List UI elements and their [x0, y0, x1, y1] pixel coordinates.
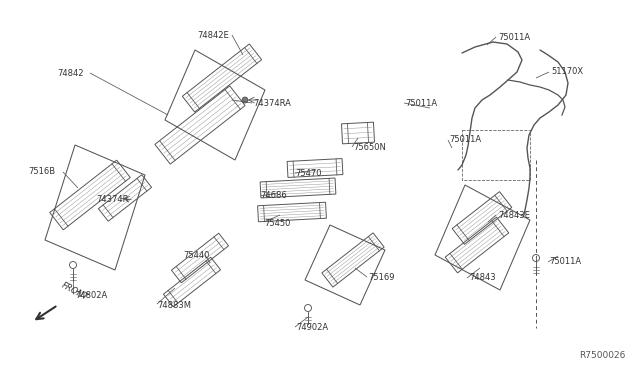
- Text: FRONT: FRONT: [60, 280, 90, 302]
- Text: 7516B: 7516B: [28, 167, 55, 176]
- Circle shape: [242, 97, 248, 103]
- Text: 74374RA: 74374RA: [253, 99, 291, 108]
- Text: 75011A: 75011A: [549, 257, 581, 266]
- Text: 75440: 75440: [183, 250, 209, 260]
- Text: 74842E: 74842E: [197, 31, 228, 39]
- Text: 74843: 74843: [469, 273, 495, 282]
- Text: 51170X: 51170X: [551, 67, 583, 77]
- Text: 74902A: 74902A: [296, 324, 328, 333]
- Text: 74843E: 74843E: [498, 211, 530, 219]
- Text: 75011A: 75011A: [449, 135, 481, 144]
- Text: R7500026: R7500026: [579, 351, 625, 360]
- Text: 74686: 74686: [260, 192, 287, 201]
- Text: 74374R: 74374R: [96, 196, 129, 205]
- Text: 75011A: 75011A: [498, 32, 530, 42]
- Text: 75650N: 75650N: [353, 144, 386, 153]
- Text: 75169: 75169: [368, 273, 394, 282]
- Text: 75450: 75450: [264, 218, 291, 228]
- Text: 75011A: 75011A: [405, 99, 437, 108]
- Text: 75470: 75470: [295, 169, 321, 177]
- Text: 74842: 74842: [57, 68, 83, 77]
- Text: 74883M: 74883M: [157, 301, 191, 310]
- Text: 74802A: 74802A: [75, 291, 108, 299]
